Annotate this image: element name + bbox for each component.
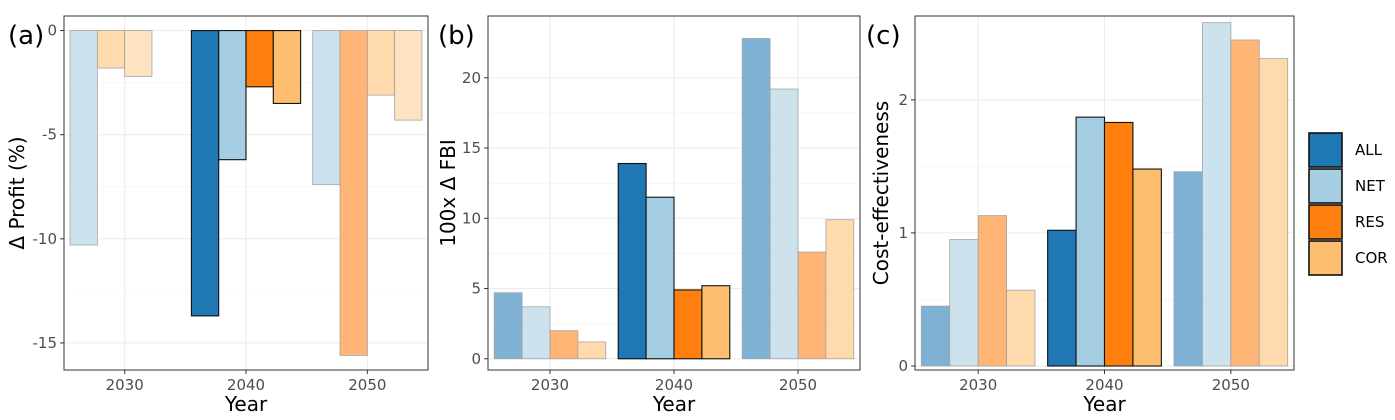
bar-net-2040 [218,30,247,161]
y-tick-label: 10 [462,209,481,227]
bar-cor-2040 [272,30,302,105]
panel-1: 0 -5 -10 -15 2030 2040 2050 Year Δ Profit (%) (a) [5,15,429,416]
y-tick-label: 5 [471,280,481,298]
bar-all-2040 [617,162,647,360]
x-tick-label: 2050 [779,376,817,394]
y-tick-label: 0 [898,357,908,375]
legend-key-net [1308,168,1343,204]
y-axis-title: 100x Δ FBI [436,139,460,247]
y-axis-title: Δ Profit (%) [5,136,29,249]
x-tick-label: 2030 [959,376,997,394]
legend-label-res: RES [1355,213,1384,231]
bar-cor-2050 [394,30,423,121]
y-tick-label: 20 [462,69,481,87]
x-tick-label: 2030 [531,376,569,394]
x-tick-label: 2030 [106,376,144,394]
bar-res-2030 [977,215,1007,367]
bar-all-2050 [1173,171,1203,367]
y-tick-label: -5 [42,126,57,144]
legend-key-all [1308,132,1343,168]
bar-cor-2030 [124,30,153,77]
legend-label-net: NET [1355,177,1386,195]
bar-res-2040 [1103,121,1134,367]
bar-net-2030 [69,30,98,246]
panel-3: 0 1 2 2030 2040 2050 Year Cost-effectiveness (c) [866,15,1295,416]
y-tick-label: 1 [898,224,908,242]
bar-all-2040 [190,30,220,317]
bar-cor-2050 [825,219,855,360]
y-tick-label: 0 [47,22,57,40]
legend-key-res [1308,204,1343,240]
x-axis-title: Year [1082,392,1126,416]
bar-net-2040 [1075,116,1106,367]
x-tick-label: 2050 [348,376,386,394]
y-tick-label: 15 [462,139,481,157]
bar-res-2040 [245,30,274,88]
bar-net-2050 [769,88,799,360]
bar-all-2040 [1047,229,1077,367]
bar-cor-2050 [1258,58,1289,367]
y-tick-label: 2 [898,91,908,109]
bar-cor-2040 [701,285,731,360]
bar-net-2050 [1202,22,1232,367]
bar-cor-2030 [1006,289,1036,367]
bar-net-2050 [312,30,341,186]
bar-cor-2030 [96,30,126,69]
y-tick-label: 0 [471,350,481,368]
bar-all-2050 [741,38,771,360]
bar-net-2040 [645,196,675,360]
y-axis-title: Cost-effectiveness [869,101,893,285]
bar-cor-2040 [1132,168,1162,367]
legend-key-cor [1308,240,1343,276]
legend-label-cor: COR [1355,249,1388,267]
y-tick-label: -10 [33,230,58,248]
bar-cor-2050 [366,30,396,96]
bar-net-2030 [949,239,979,367]
x-axis-title: Year [224,392,268,416]
legend: ALL NET RES COR [1308,132,1388,276]
bar-res-2040 [673,289,703,360]
x-tick-label: 2040 [1085,376,1123,394]
x-tick-label: 2040 [227,376,265,394]
bar-res-2030 [549,330,579,360]
panel-label: (b) [438,21,475,51]
bar-all-2030 [920,305,951,367]
panel-label: (a) [8,21,44,51]
panel-label: (c) [866,21,901,51]
bar-res-2050 [1230,39,1260,367]
x-tick-label: 2040 [655,376,693,394]
bar-res-2050 [797,251,827,360]
x-tick-label: 2050 [1212,376,1250,394]
panel-2: 0 5 10 15 20 2030 2040 2050 Year 100x Δ FBI (b) [436,15,861,416]
bar-res-2050 [339,30,368,356]
x-axis-title: Year [652,392,696,416]
y-tick-label: -15 [33,334,58,352]
bar-all-2030 [493,292,523,360]
legend-label-all: ALL [1355,141,1383,159]
bar-net-2030 [521,306,551,360]
bar-cor-2030 [577,341,607,360]
